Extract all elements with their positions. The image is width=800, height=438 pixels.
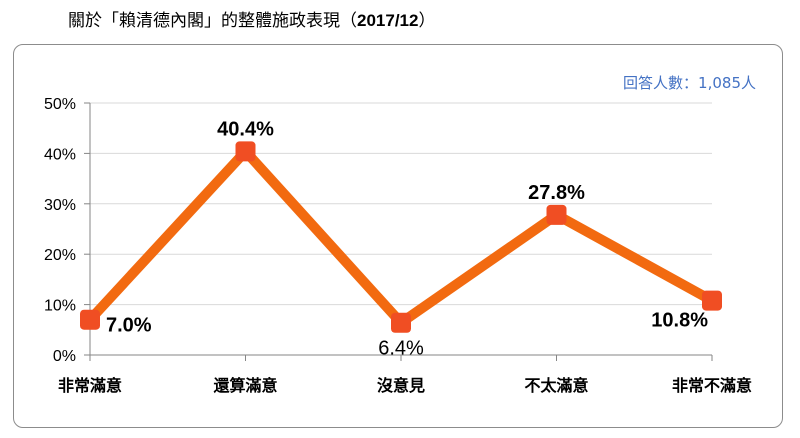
data-label: 10.8% (651, 310, 708, 332)
data-label: 6.4% (378, 338, 424, 360)
series-line (85, 146, 717, 328)
chart-frame (13, 44, 783, 428)
x-tick-label: 不太滿意 (524, 376, 588, 395)
data-label: 27.8% (528, 182, 585, 204)
x-tick-label: 非常不滿意 (672, 376, 752, 395)
x-tick-label: 沒意見 (377, 376, 425, 395)
data-point (546, 204, 567, 225)
data-point (702, 290, 722, 311)
x-tick-label: 還算滿意 (213, 376, 277, 395)
y-tick-label: 0% (53, 348, 76, 365)
y-tick-label: 10% (44, 298, 76, 315)
data-point (235, 141, 256, 162)
data-point (391, 312, 411, 333)
data-point (80, 309, 100, 330)
y-tick-label: 40% (44, 146, 76, 163)
data-label: 40.4% (217, 118, 274, 140)
data-label: 7.0% (106, 315, 152, 337)
y-tick-label: 20% (44, 247, 76, 264)
y-tick-label: 50% (44, 96, 76, 113)
respondents-note: 回答人數：1,085人 (623, 74, 756, 92)
chart-title: 關於「賴清德內閣」的整體施政表現（2017/12） (68, 11, 436, 31)
y-tick-label: 30% (44, 197, 76, 214)
x-tick-label: 非常滿意 (58, 376, 122, 395)
